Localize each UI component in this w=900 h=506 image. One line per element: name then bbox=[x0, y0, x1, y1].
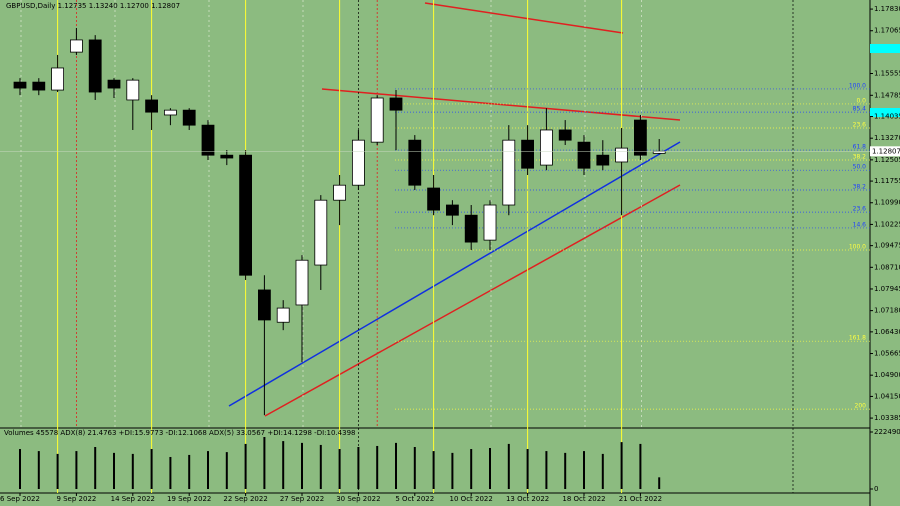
x-tick-label: 14 Sep 2022 bbox=[111, 495, 155, 503]
candle-body bbox=[126, 79, 140, 101]
x-tick-label: 10 Oct 2022 bbox=[450, 495, 493, 503]
x-tick-label: 9 Sep 2022 bbox=[56, 495, 96, 503]
trend-line bbox=[264, 184, 681, 417]
y-tick-label: 1.10225 bbox=[874, 220, 900, 228]
y-tick-label: 1.08710 bbox=[874, 263, 900, 271]
candle-body bbox=[32, 81, 46, 91]
fib-label: 0.0 bbox=[856, 97, 866, 104]
fib-label: 200 bbox=[855, 403, 867, 410]
trend-line bbox=[424, 2, 624, 34]
candle-body bbox=[257, 289, 271, 321]
x-tick-label: 6 Sep 2022 bbox=[0, 495, 40, 503]
y-tick-label: 1.13270 bbox=[874, 134, 900, 142]
candle-body bbox=[201, 124, 215, 156]
y-tick-label: 1.09475 bbox=[874, 242, 900, 250]
x-tick-label: 13 Oct 2022 bbox=[506, 495, 549, 503]
candle-body bbox=[51, 67, 64, 91]
fib-label: 23.6 bbox=[853, 206, 867, 213]
y-tick-label: 1.04900 bbox=[874, 371, 900, 379]
chart-title: GBPUSD,Daily 1.12735 1.13240 1.12700 1.1… bbox=[6, 2, 180, 10]
current-price-label: 1.12807 bbox=[872, 147, 900, 155]
y-tick-label: 1.17065 bbox=[874, 27, 900, 35]
candle-body bbox=[634, 119, 647, 156]
candle-body bbox=[70, 39, 83, 53]
candle-body bbox=[88, 39, 102, 93]
candle-body bbox=[577, 141, 591, 169]
y-tick-label: 1.06430 bbox=[874, 328, 900, 336]
fib-label: 161.8 bbox=[849, 335, 866, 342]
x-tick-label: 19 Sep 2022 bbox=[167, 495, 211, 503]
candle-body bbox=[295, 259, 309, 306]
candle-body bbox=[521, 139, 534, 169]
indicator-label: Volumes 45578 ADX(8) 21.4763 +DI:15.9773… bbox=[4, 429, 355, 437]
candle-body bbox=[314, 199, 328, 266]
candle-body bbox=[333, 184, 347, 201]
candle-body bbox=[370, 97, 384, 143]
candle-body bbox=[408, 139, 422, 186]
x-tick-label: 27 Sep 2022 bbox=[280, 495, 324, 503]
candle-body bbox=[615, 147, 628, 163]
candle-body bbox=[596, 154, 610, 166]
y-tick-label: 1.17830 bbox=[874, 5, 900, 13]
y-tick-label: 1.03385 bbox=[874, 414, 900, 422]
trend-line bbox=[321, 88, 681, 121]
y-tick-label: 1.15555 bbox=[874, 69, 900, 77]
y-tick-label: 1.07180 bbox=[874, 307, 900, 315]
candle-body bbox=[239, 154, 253, 276]
y-tick-label: 1.10990 bbox=[874, 199, 900, 207]
candle-body bbox=[464, 214, 478, 243]
x-tick-label: 22 Sep 2022 bbox=[223, 495, 267, 503]
y-tick-label: 1.11755 bbox=[874, 177, 900, 185]
candle-body bbox=[483, 204, 497, 241]
y-tick-label: 1.12505 bbox=[874, 156, 900, 164]
candle-body bbox=[558, 129, 572, 141]
x-tick-label: 18 Oct 2022 bbox=[562, 495, 605, 503]
candle-body bbox=[107, 79, 121, 89]
candle-body bbox=[182, 109, 196, 126]
x-tick-label: 30 Sep 2022 bbox=[336, 495, 380, 503]
candle-body bbox=[389, 97, 403, 111]
candle-body bbox=[145, 99, 159, 113]
y-tick-label: 1.14035 bbox=[874, 113, 900, 121]
fib-label: 100.0 bbox=[849, 82, 866, 89]
fib-label: 23.6 bbox=[853, 121, 867, 128]
candle-body bbox=[276, 307, 290, 323]
candle-body bbox=[502, 139, 516, 206]
x-tick-label: 5 Oct 2022 bbox=[395, 495, 434, 503]
fib-label: 38.2 bbox=[853, 184, 867, 191]
fib-label: 85.4 bbox=[853, 106, 867, 113]
candle-body bbox=[220, 154, 234, 159]
candle-body bbox=[163, 109, 177, 116]
candle-body bbox=[351, 139, 365, 186]
fib-label: 50.0 bbox=[853, 164, 867, 171]
y-tick-label: 1.04150 bbox=[874, 392, 900, 400]
candle-body bbox=[13, 81, 27, 89]
price-marker bbox=[870, 108, 900, 117]
fib-label: 100.0 bbox=[849, 244, 866, 251]
fib-label: 38.2 bbox=[853, 153, 867, 160]
price-marker bbox=[870, 44, 900, 53]
x-tick-label: 21 Oct 2022 bbox=[619, 495, 662, 503]
fib-label: 14.6 bbox=[853, 221, 867, 228]
trend-line bbox=[228, 141, 681, 407]
candle-body bbox=[540, 129, 553, 166]
y-tick-label: 1.05665 bbox=[874, 350, 900, 358]
volume-tick-label: 0 bbox=[874, 485, 878, 493]
candle-body bbox=[445, 204, 459, 216]
y-tick-label: 1.07945 bbox=[874, 285, 900, 293]
volume-tick-label: 222490 bbox=[874, 428, 900, 436]
y-tick-label: 1.14785 bbox=[874, 91, 900, 99]
candle-body bbox=[652, 150, 666, 154]
current-price-box bbox=[870, 146, 900, 157]
candle-body bbox=[427, 187, 441, 211]
fib-label: 61.8 bbox=[853, 144, 867, 151]
